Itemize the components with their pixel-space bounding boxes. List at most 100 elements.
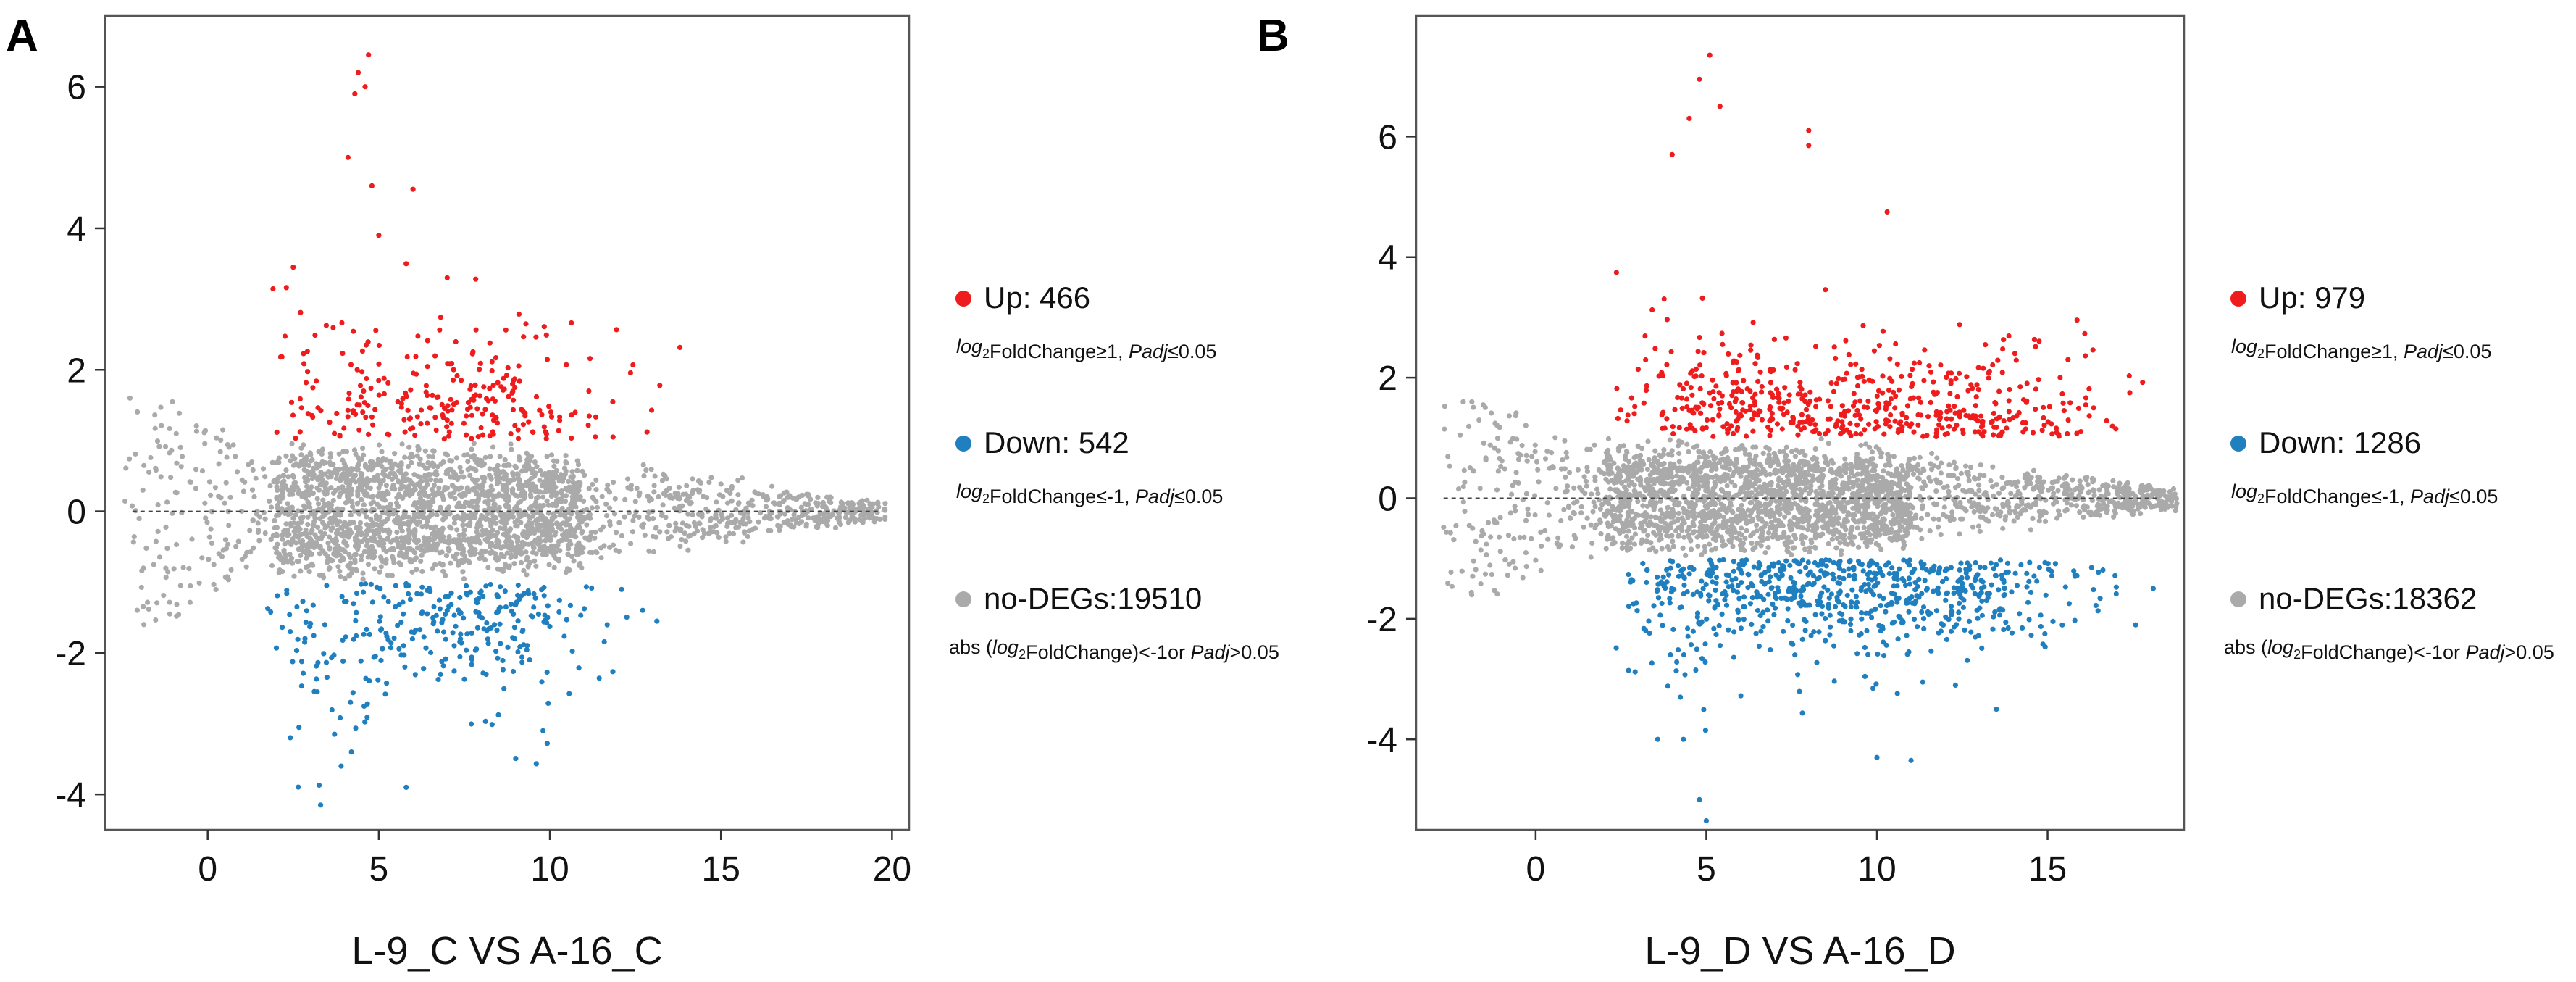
no-deg-point	[1513, 413, 1518, 419]
no-deg-point	[1523, 423, 1529, 428]
no-deg-point	[769, 483, 775, 489]
no-deg-point	[530, 483, 535, 489]
no-deg-point	[1578, 504, 1584, 510]
no-deg-point	[564, 487, 570, 493]
no-deg-point	[1841, 520, 1847, 525]
no-deg-point	[336, 485, 342, 491]
no-deg-point	[347, 520, 354, 527]
no-deg-point	[2085, 482, 2091, 488]
down-point	[315, 659, 321, 665]
no-deg-point	[1739, 502, 1744, 509]
no-deg-point	[268, 536, 274, 543]
no-deg-point	[1699, 532, 1705, 538]
down-point	[302, 639, 308, 645]
no-deg-point	[1836, 465, 1842, 471]
down-point	[290, 659, 296, 665]
no-deg-point	[467, 549, 473, 554]
no-deg-point	[527, 506, 532, 512]
up-point	[465, 400, 472, 406]
up-point	[454, 373, 460, 379]
down-point	[358, 658, 364, 664]
no-deg-point	[176, 612, 182, 617]
no-deg-point	[566, 523, 572, 528]
down-point	[343, 634, 348, 640]
no-deg-point	[1588, 522, 1594, 528]
no-deg-point	[646, 498, 653, 504]
no-deg-point	[540, 472, 545, 478]
no-deg-point	[1744, 528, 1749, 533]
down-point	[378, 657, 384, 664]
no-deg-point	[218, 437, 224, 444]
no-deg-point	[778, 509, 784, 515]
no-deg-point	[364, 543, 369, 549]
no-deg-point	[580, 549, 585, 555]
no-deg-point	[1781, 484, 1788, 491]
up-point	[305, 411, 311, 417]
no-deg-point	[326, 566, 332, 573]
no-deg-point	[740, 539, 746, 545]
no-deg-point	[575, 480, 582, 486]
up-point	[444, 275, 450, 280]
no-deg-point	[174, 460, 180, 466]
no-deg-point	[630, 517, 636, 523]
no-deg-point	[482, 454, 488, 460]
no-deg-point	[1506, 561, 1512, 567]
no-deg-point	[708, 475, 714, 480]
no-deg-point	[1730, 544, 1736, 549]
no-deg-point	[379, 449, 385, 454]
no-deg-point	[355, 488, 361, 494]
down-point	[484, 620, 490, 626]
no-deg-point	[1626, 513, 1631, 520]
no-deg-point	[488, 520, 494, 526]
no-deg-point	[1752, 457, 1758, 462]
no-deg-point	[455, 477, 461, 483]
up-point	[512, 423, 518, 428]
no-deg-point	[812, 517, 818, 524]
down-point	[451, 643, 457, 649]
no-deg-point	[837, 507, 842, 512]
down-point	[596, 675, 602, 681]
no-deg-point	[723, 534, 729, 540]
no-deg-point	[498, 545, 504, 551]
no-deg-point	[1897, 523, 1903, 530]
no-deg-point	[217, 449, 223, 454]
no-deg-point	[561, 512, 567, 519]
up-point	[376, 361, 382, 367]
no-deg-point	[1458, 432, 1463, 438]
up-point	[490, 412, 495, 418]
no-deg-point	[398, 460, 404, 466]
no-deg-point	[276, 554, 282, 560]
no-deg-point	[370, 528, 376, 534]
no-deg-point	[1789, 449, 1795, 454]
no-deg-point	[2043, 518, 2049, 525]
no-deg-point	[449, 483, 456, 488]
up-point	[351, 328, 356, 334]
no-deg-point	[280, 559, 286, 566]
no-deg-point	[599, 494, 605, 499]
down-point	[364, 715, 370, 720]
no-deg-point	[427, 472, 433, 478]
no-deg-point	[687, 494, 693, 501]
no-deg-point	[309, 561, 315, 567]
no-deg-point	[251, 494, 257, 500]
down-point	[489, 722, 495, 728]
no-deg-point	[1843, 470, 1849, 476]
no-deg-point	[782, 511, 788, 517]
no-deg-point	[438, 478, 443, 483]
up-point	[516, 311, 522, 317]
down-point	[393, 583, 398, 588]
no-deg-point	[521, 482, 527, 488]
no-deg-point	[501, 469, 506, 475]
no-deg-point	[540, 546, 545, 552]
no-deg-point	[1445, 581, 1451, 586]
no-deg-point	[1980, 514, 1986, 520]
up-point	[310, 414, 316, 420]
no-deg-point	[664, 476, 669, 482]
no-deg-point	[1807, 549, 1812, 555]
no-deg-point	[496, 479, 502, 485]
no-deg-point	[503, 564, 509, 570]
no-deg-point	[682, 530, 687, 536]
no-deg-point	[824, 523, 830, 528]
no-deg-point	[206, 557, 212, 562]
down-point	[528, 613, 534, 619]
